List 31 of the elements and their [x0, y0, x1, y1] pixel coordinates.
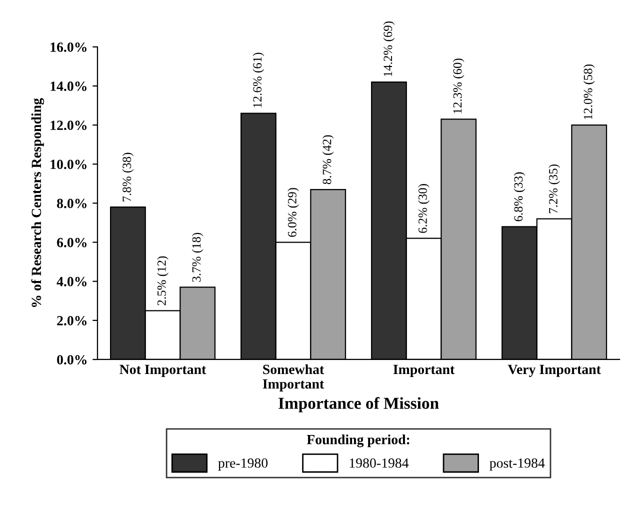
y-tick-label: 10.0% — [50, 160, 86, 170]
x-axis-title: Importance of Mission — [278, 397, 439, 412]
y-tick-label: 0.0% — [57, 355, 86, 365]
y-tick-label: 12.0% — [50, 120, 86, 130]
legend-title: Founding period: — [306, 434, 410, 448]
x-tick-label: Not Important — [120, 364, 206, 377]
x-tick-label: Very Important — [508, 364, 601, 377]
data-label: 6.2% (30) — [418, 184, 430, 233]
data-label: 12.0% (58) — [583, 64, 595, 120]
data-label: 6.0% (29) — [288, 188, 299, 237]
data-label: 7.8% (38) — [122, 152, 134, 202]
legend-label: post-1984 — [490, 458, 545, 471]
data-label: 12.3% (60) — [452, 58, 464, 114]
data-label: 8.7% (42) — [322, 135, 334, 184]
y-tick-label: 2.0% — [57, 316, 86, 326]
y-axis-title: % of Research Centers Responding — [31, 98, 44, 307]
data-label: 12.6% (61) — [252, 52, 264, 108]
y-tick-label: 8.0% — [56, 198, 86, 208]
data-label: 6.8% (33) — [514, 172, 526, 222]
legend-label: 1980-1984 — [350, 458, 409, 468]
x-tick-label: Somewhat Important — [262, 364, 324, 392]
y-tick-label: 14.0% — [50, 82, 86, 91]
y-tick-label: 16.0% — [50, 42, 86, 52]
data-label: 3.7% (18) — [192, 232, 204, 282]
data-label: 2.5% (12) — [157, 256, 168, 306]
y-tick-label: 4.0% — [56, 276, 86, 286]
data-label: 7.2% (35) — [548, 164, 560, 214]
x-tick-label: Important — [393, 364, 455, 377]
data-label: 14.2% (69) — [383, 21, 395, 76]
y-tick-label: 6.0% — [57, 238, 86, 248]
legend-label: pre-1980 — [218, 458, 268, 471]
